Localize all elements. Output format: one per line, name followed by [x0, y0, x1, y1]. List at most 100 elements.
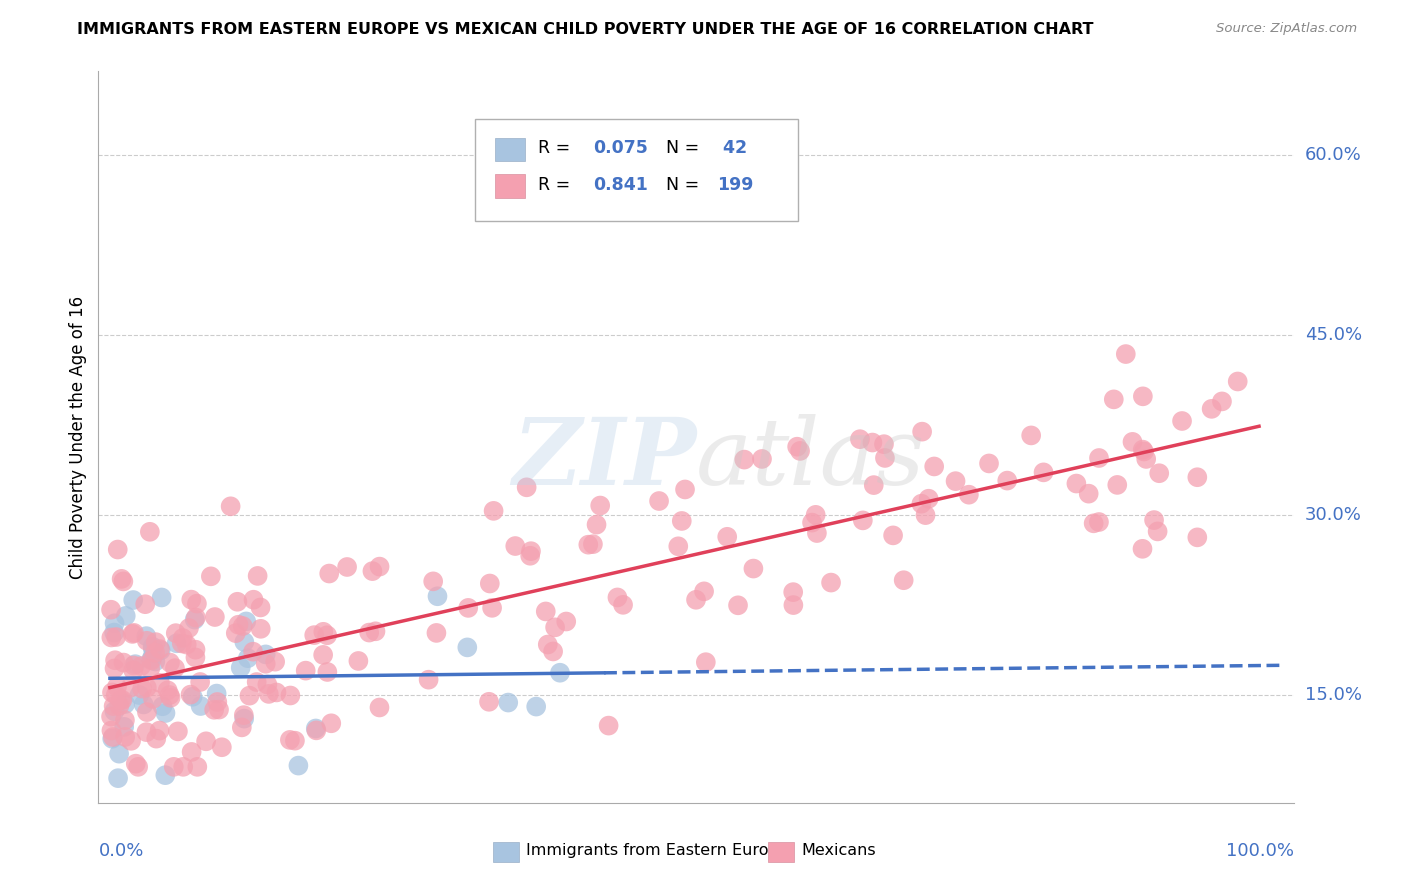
- Point: [425, 626, 447, 640]
- Point: [598, 718, 620, 732]
- Point: [612, 598, 634, 612]
- Point: [1032, 466, 1054, 480]
- Point: [945, 474, 967, 488]
- Point: [254, 648, 277, 662]
- Point: [537, 638, 560, 652]
- Point: [910, 497, 932, 511]
- Point: [1147, 467, 1170, 481]
- Text: Mexicans: Mexicans: [801, 843, 876, 858]
- Point: [181, 690, 204, 704]
- Point: [190, 699, 212, 714]
- Point: [100, 723, 122, 738]
- Point: [1088, 515, 1111, 529]
- Point: [163, 760, 186, 774]
- Text: 100.0%: 100.0%: [1226, 842, 1294, 860]
- Point: [1115, 347, 1137, 361]
- Point: [177, 621, 200, 635]
- Point: [321, 716, 343, 731]
- Y-axis label: Child Poverty Under the Age of 16: Child Poverty Under the Age of 16: [69, 295, 87, 579]
- Point: [145, 635, 167, 649]
- Text: 199: 199: [717, 176, 754, 194]
- Text: atlas: atlas: [696, 414, 925, 504]
- Point: [862, 478, 884, 492]
- Point: [101, 731, 124, 746]
- Point: [478, 576, 501, 591]
- Text: 30.0%: 30.0%: [1305, 506, 1361, 524]
- Point: [789, 444, 811, 458]
- Point: [246, 675, 269, 690]
- Point: [163, 661, 186, 675]
- Point: [911, 425, 934, 439]
- Point: [1102, 392, 1125, 407]
- Point: [101, 685, 124, 699]
- Point: [233, 712, 256, 726]
- Point: [127, 760, 149, 774]
- Point: [139, 524, 162, 539]
- Point: [882, 528, 904, 542]
- Point: [418, 673, 440, 687]
- Point: [1132, 541, 1154, 556]
- Point: [457, 600, 479, 615]
- Point: [312, 648, 335, 662]
- Point: [693, 584, 716, 599]
- Point: [114, 697, 136, 711]
- Point: [104, 688, 127, 702]
- Point: [180, 592, 202, 607]
- Point: [105, 680, 128, 694]
- Point: [143, 646, 166, 660]
- Point: [232, 708, 254, 723]
- Point: [114, 713, 136, 727]
- Point: [242, 592, 264, 607]
- Point: [101, 730, 124, 744]
- Point: [231, 720, 253, 734]
- Point: [1226, 375, 1249, 389]
- Point: [820, 575, 842, 590]
- Point: [205, 687, 228, 701]
- Point: [852, 513, 875, 527]
- Point: [1171, 414, 1194, 428]
- Point: [148, 723, 170, 738]
- Text: 60.0%: 60.0%: [1305, 146, 1361, 164]
- Point: [103, 616, 125, 631]
- Point: [1146, 524, 1168, 539]
- Point: [1211, 394, 1233, 409]
- Point: [1135, 452, 1157, 467]
- Point: [232, 619, 254, 633]
- Point: [172, 631, 194, 645]
- Point: [170, 636, 193, 650]
- Point: [589, 499, 612, 513]
- Point: [122, 658, 145, 673]
- Point: [118, 681, 141, 695]
- Point: [751, 452, 773, 467]
- Point: [555, 615, 578, 629]
- Point: [801, 516, 824, 530]
- Point: [849, 432, 872, 446]
- Point: [280, 689, 302, 703]
- Point: [519, 549, 541, 563]
- Point: [120, 734, 142, 748]
- Point: [172, 760, 194, 774]
- Point: [159, 690, 181, 705]
- Point: [184, 642, 207, 657]
- Point: [1066, 476, 1088, 491]
- Point: [873, 450, 896, 465]
- Point: [135, 705, 157, 719]
- Point: [142, 641, 165, 656]
- Point: [873, 437, 896, 451]
- Point: [135, 629, 157, 643]
- Point: [305, 722, 328, 736]
- Point: [225, 626, 247, 640]
- Point: [141, 652, 163, 666]
- Text: N =: N =: [666, 176, 704, 194]
- Point: [112, 656, 135, 670]
- Point: [534, 604, 557, 618]
- Point: [186, 597, 208, 611]
- Point: [305, 723, 328, 738]
- Point: [685, 592, 707, 607]
- Point: [302, 628, 325, 642]
- Point: [125, 756, 148, 771]
- Point: [256, 677, 278, 691]
- Point: [219, 500, 242, 514]
- Text: Source: ZipAtlas.com: Source: ZipAtlas.com: [1216, 22, 1357, 36]
- Point: [135, 725, 157, 739]
